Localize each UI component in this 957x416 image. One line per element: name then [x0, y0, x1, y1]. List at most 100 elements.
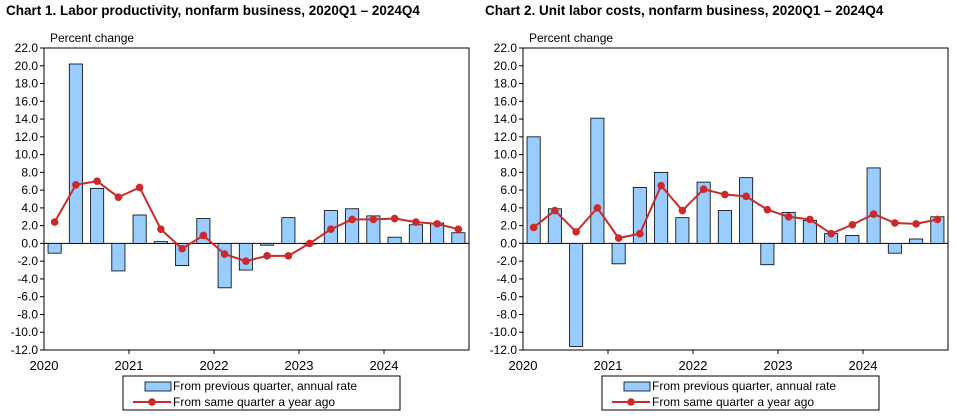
bar	[909, 238, 924, 244]
y-tick-label: 2.0	[500, 219, 517, 233]
legend-label: From previous quarter, annual rate	[173, 379, 357, 393]
x-tick-label: 2021	[115, 358, 144, 373]
line-point	[891, 219, 899, 227]
bar	[887, 243, 902, 254]
line-point	[433, 220, 441, 228]
x-tick-label: 2020	[509, 358, 538, 373]
x-tick-label: 2021	[594, 358, 623, 373]
line-point	[869, 210, 878, 218]
bar	[153, 241, 168, 244]
bar	[632, 187, 647, 244]
line-point	[263, 252, 271, 260]
y-tick-label: 12.0	[494, 130, 518, 144]
bar	[47, 243, 62, 254]
legend-line-marker	[627, 398, 635, 406]
plot-frame	[43, 47, 470, 351]
x-tick-label: 2023	[285, 358, 314, 373]
line-point	[912, 220, 920, 228]
bar	[781, 211, 796, 244]
line-point	[593, 204, 602, 212]
chart-labor-productivity: Chart 1. Labor productivity, nonfarm bus…	[0, 0, 478, 416]
legend-label: From same quarter a year ago	[173, 395, 335, 409]
bar	[111, 243, 126, 272]
line-point	[848, 220, 857, 229]
y-tick-label: -2.0	[17, 254, 38, 268]
y-tick-label: -12.0	[490, 343, 518, 357]
y-tick-label: 16.0	[15, 94, 39, 108]
line-point	[348, 215, 356, 224]
line-point	[551, 206, 559, 215]
x-tick-label: 2020	[30, 358, 59, 373]
line-point	[806, 215, 814, 224]
y-tick-label: 0.0	[21, 236, 38, 250]
bar	[569, 243, 584, 347]
y-tick-label: 12.0	[15, 130, 39, 144]
y-tick-label: 10.0	[15, 148, 39, 162]
bar	[90, 187, 105, 244]
x-tick-label: 2024	[849, 358, 878, 373]
line-point	[529, 223, 538, 232]
x-tick-label: 2022	[679, 358, 708, 373]
line-point	[412, 218, 420, 226]
line-point	[784, 212, 793, 221]
bar	[739, 177, 754, 244]
bar	[408, 224, 423, 244]
y-tick-label: -6.0	[17, 290, 38, 304]
line-point	[114, 193, 123, 202]
y-tick-label: -12.0	[11, 343, 39, 357]
y-tick-label: -2.0	[496, 254, 517, 268]
y-tick-label: 6.0	[21, 183, 38, 197]
line-point	[699, 185, 708, 194]
y-tick-label: 22.0	[494, 41, 518, 55]
chart-plot: Percent change 22.0 20.0 18.0 16.0 14.0 12.0 10…	[11, 31, 470, 411]
line-point	[933, 215, 942, 224]
bar	[132, 214, 147, 244]
chart-unit-labor-costs: Chart 2. Unit labor costs, nonfarm busin…	[479, 0, 957, 416]
line-point	[199, 231, 208, 240]
y-tick-label: 14.0	[494, 112, 518, 126]
bar	[675, 217, 690, 244]
legend-line-marker	[148, 398, 156, 406]
x-tick-label: 2024	[370, 358, 399, 373]
line-point	[678, 206, 687, 215]
y-tick-label: 8.0	[21, 165, 38, 179]
y-tick-label: -10.0	[490, 325, 518, 339]
line-point	[614, 234, 623, 242]
line-point	[763, 205, 772, 214]
line-point	[327, 225, 335, 233]
line-point	[135, 183, 144, 192]
line-point	[390, 214, 399, 223]
line-point	[827, 229, 835, 238]
bar	[68, 63, 83, 244]
y-tick-label: 20.0	[15, 59, 39, 73]
line-point	[50, 218, 59, 226]
line-point	[72, 180, 80, 189]
x-tick-label: 2022	[200, 358, 229, 373]
line-point	[369, 215, 378, 224]
y-tick-label: 10.0	[494, 148, 518, 162]
y-tick-label: 14.0	[15, 112, 39, 126]
y-tick-label: -8.0	[17, 307, 38, 321]
y-tick-label: -4.0	[496, 272, 517, 286]
y-tick-label: 20.0	[494, 59, 518, 73]
bar	[845, 235, 860, 244]
bar	[260, 243, 275, 246]
y-tick-label: 4.0	[21, 201, 38, 215]
y-tick-label: -4.0	[17, 272, 38, 286]
bar	[590, 117, 605, 244]
line-point	[157, 225, 165, 233]
y-tick-label: -8.0	[496, 307, 517, 321]
y-tick-label: 2.0	[21, 219, 38, 233]
line-point	[220, 250, 229, 258]
line-point	[93, 177, 101, 186]
y-tick-label: 6.0	[500, 183, 517, 197]
bar	[387, 236, 402, 244]
legend-label: From same quarter a year ago	[652, 395, 814, 409]
line-point	[572, 228, 580, 236]
bar	[866, 167, 881, 244]
bar	[345, 208, 360, 244]
bar	[238, 243, 253, 271]
y-tick-label: 18.0	[15, 77, 39, 91]
chart-title: Chart 2. Unit labor costs, nonfarm busin…	[485, 3, 884, 18]
line-point	[721, 190, 729, 199]
